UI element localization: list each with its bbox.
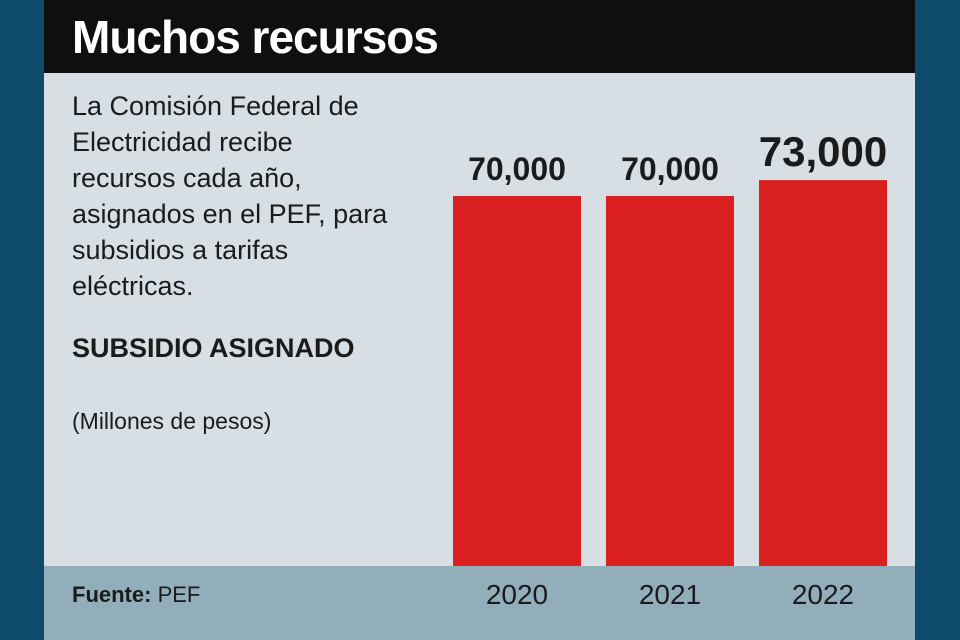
value-label-2021: 70,000 — [621, 151, 719, 187]
infographic-panel: Muchos recursos La Comisión Federal de E… — [44, 0, 915, 640]
source-label: Fuente: — [72, 582, 152, 607]
footer-band: Fuente: PEF — [44, 566, 915, 640]
unit-label: (Millones de pesos) — [72, 408, 272, 434]
category-label-2020: 2020 — [486, 579, 548, 610]
page-title: Muchos recursos — [72, 11, 439, 63]
bar-2021 — [606, 196, 734, 566]
value-label-2020: 70,000 — [468, 151, 566, 187]
bar-chart: 70,000 2020 70,000 2021 73,000 2022 — [453, 128, 887, 610]
title-bar: Muchos recursos — [44, 0, 915, 73]
bar-2020 — [453, 196, 581, 566]
description-text: La Comisión Federal de Electricidad reci… — [72, 91, 388, 301]
value-label-2022: 73,000 — [759, 128, 887, 175]
source-value: PEF — [157, 582, 201, 607]
subsidy-heading: SUBSIDIO ASIGNADO — [72, 333, 355, 363]
source-line: Fuente: PEF — [72, 580, 200, 610]
bar-2022 — [759, 180, 887, 566]
category-label-2021: 2021 — [639, 579, 701, 610]
category-label-2022: 2022 — [792, 579, 854, 610]
